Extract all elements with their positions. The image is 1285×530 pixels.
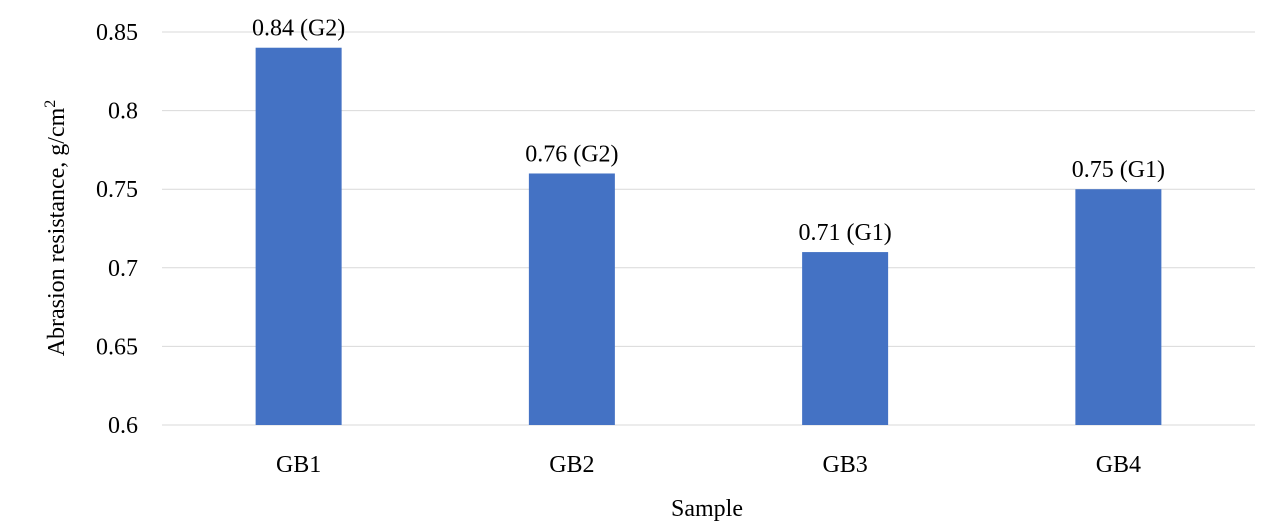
y-tick-label: 0.65 (96, 334, 138, 360)
data-label-gb3: 0.71 (G1) (798, 220, 891, 246)
y-tick-label: 0.85 (96, 20, 138, 46)
data-label-gb2: 0.76 (G2) (525, 141, 618, 167)
y-axis-title-text: Abrasion resistance, g/cm (44, 107, 70, 356)
bar-gb2 (528, 173, 615, 425)
bar-gb1 (255, 47, 342, 425)
x-tick-label: GB2 (549, 452, 594, 478)
bar-gb3 (802, 252, 889, 425)
x-tick-label: GB4 (1096, 452, 1141, 478)
x-tick-label: GB3 (822, 452, 867, 478)
y-axis-title-superscript: 2 (42, 100, 59, 108)
data-label-gb4: 0.75 (G1) (1072, 157, 1165, 183)
x-axis-title: Sample (671, 496, 743, 522)
y-tick-label: 0.75 (96, 177, 138, 203)
x-tick-label: GB1 (276, 452, 321, 478)
data-label-gb1: 0.84 (G2) (252, 16, 345, 42)
y-tick-label: 0.8 (108, 99, 138, 125)
y-axis-title: Abrasion resistance, g/cm2 (42, 100, 70, 357)
bar-gb4 (1075, 189, 1162, 425)
gridlines (162, 31, 1255, 426)
data-labels: 0.84 (G2) 0.76 (G2) 0.71 (G1) 0.75 (G1) (252, 16, 1165, 246)
y-tick-label: 0.6 (108, 413, 138, 439)
y-tick-label: 0.7 (108, 256, 138, 282)
x-axis-ticks: GB1 GB2 GB3 GB4 (276, 452, 1141, 478)
bars (255, 47, 1162, 425)
y-axis-ticks: 0.6 0.65 0.7 0.75 0.8 0.85 (96, 20, 138, 439)
